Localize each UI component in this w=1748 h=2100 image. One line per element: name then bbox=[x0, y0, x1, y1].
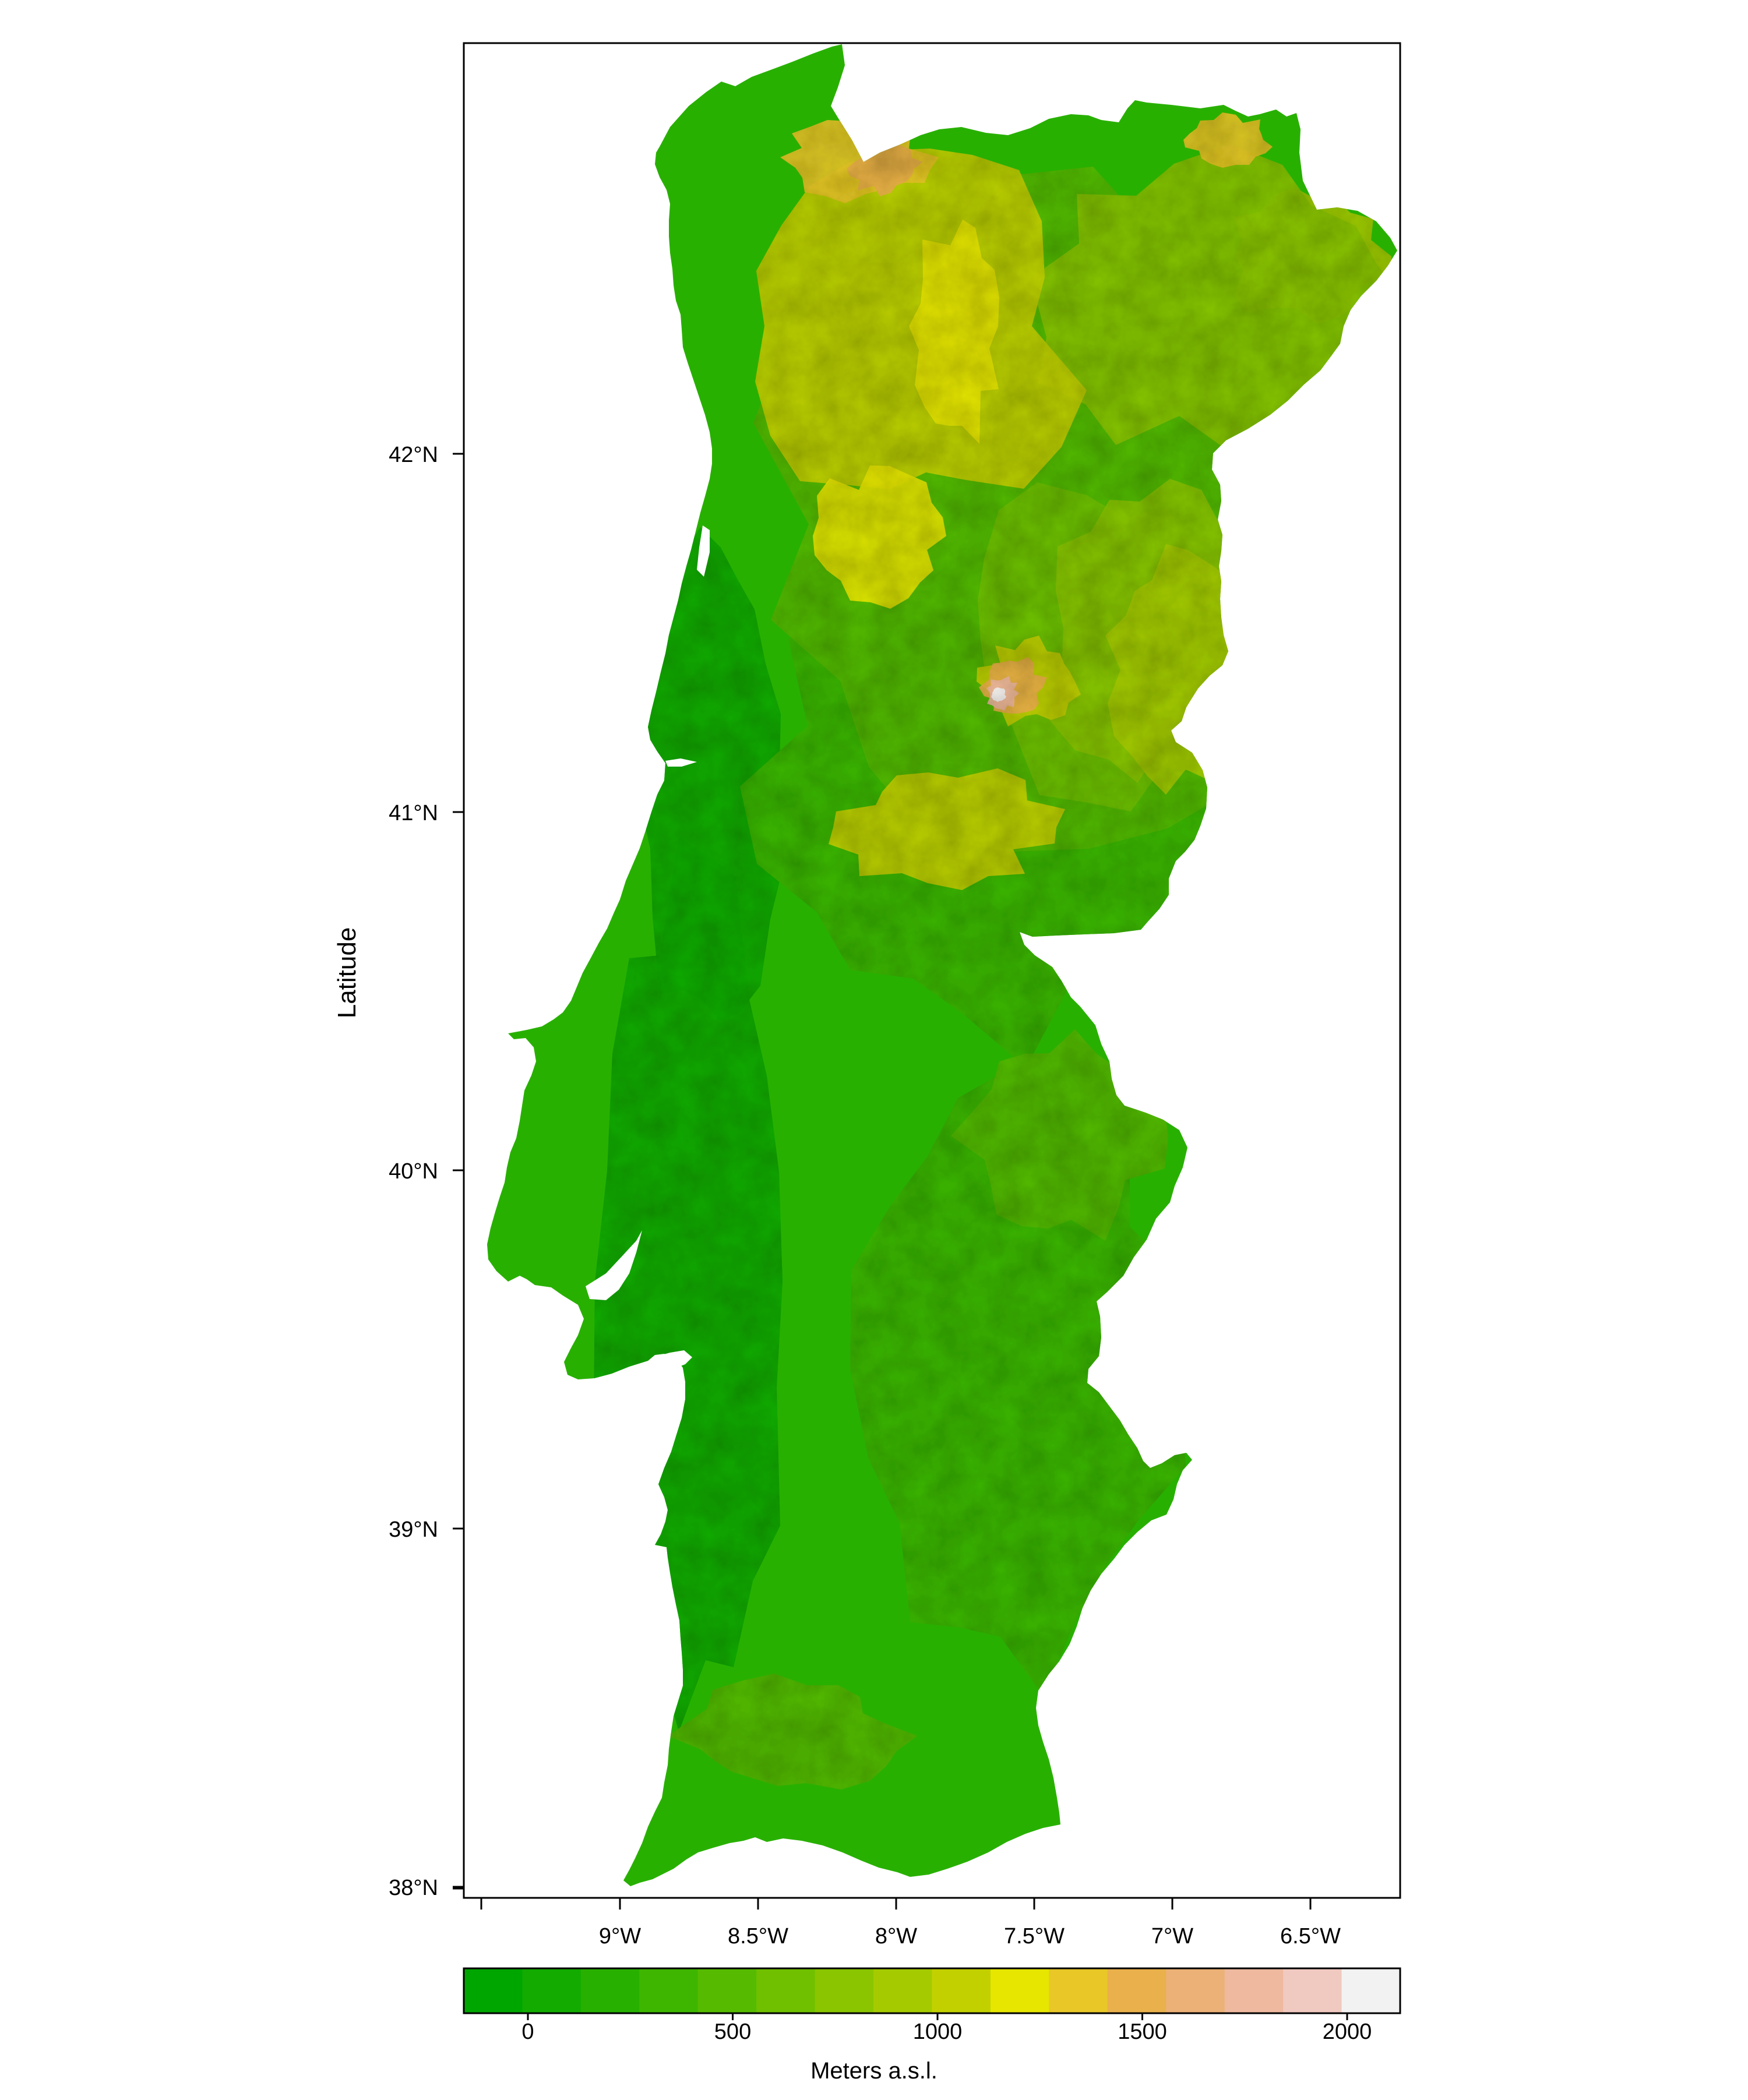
aveiro-lagoon-water bbox=[697, 525, 710, 577]
elevation-algarve-hills bbox=[668, 1674, 917, 1790]
colorbar-swatch bbox=[815, 1968, 874, 2013]
x-tick-label: 8.5°W bbox=[728, 1924, 788, 1949]
colorbar-swatch bbox=[522, 1968, 582, 2013]
colorbar-swatch bbox=[1166, 1968, 1225, 2013]
colorbar-tick-label: 1500 bbox=[1118, 2020, 1167, 2044]
colorbar-swatch bbox=[1224, 1968, 1284, 2013]
colorbar-swatch bbox=[1107, 1968, 1166, 2013]
sado-estuary-water bbox=[657, 1350, 692, 1370]
portugal-landmass bbox=[487, 44, 1397, 1886]
colorbar-tick-label: 500 bbox=[714, 2020, 751, 2044]
colorbar-swatch bbox=[932, 1968, 991, 2013]
colorbar-swatch bbox=[464, 1968, 523, 2013]
y-tick-label: 38°N bbox=[389, 1876, 438, 1900]
colorbar-swatch bbox=[756, 1968, 816, 2013]
y-tick-label: 39°N bbox=[389, 1517, 438, 1542]
x-axis: 9°W 8.5°W 8°W 7.5°W 7°W 6.5°W bbox=[480, 1898, 1341, 1949]
colorbar-swatch bbox=[1341, 1968, 1401, 2013]
y-axis-label: Latitude bbox=[333, 927, 361, 1019]
colorbar-title: Meters a.s.l. bbox=[810, 2058, 938, 2084]
mondego-mouth-water bbox=[665, 758, 697, 767]
x-tick-label: 8°W bbox=[875, 1924, 917, 1949]
colorbar: 0 500 1000 1500 2000 bbox=[463, 1967, 1401, 2044]
x-tick-label: 9°W bbox=[599, 1924, 641, 1949]
tejo-estuary-water bbox=[586, 1230, 642, 1300]
elevation-montesinho bbox=[1183, 112, 1273, 168]
plot-frame bbox=[463, 42, 1401, 1899]
y-tick-label: 40°N bbox=[389, 1159, 438, 1184]
elevation-coastal-lowland-centre bbox=[636, 527, 784, 1021]
y-tick-label: 42°N bbox=[389, 443, 438, 467]
colorbar-tick-label: 0 bbox=[521, 2020, 534, 2044]
colorbar-swatch bbox=[639, 1968, 699, 2013]
colorbar-swatch bbox=[1283, 1968, 1342, 2013]
colorbar-swatch bbox=[580, 1968, 640, 2013]
x-tick-label: 7°W bbox=[1151, 1924, 1193, 1949]
colorbar-swatch bbox=[990, 1968, 1049, 2013]
elevation-serra-da-lousa bbox=[829, 768, 1065, 890]
colorbar-swatch bbox=[697, 1968, 757, 2013]
elevation-tras-os-montes bbox=[1037, 144, 1397, 451]
elevation-torre-summit bbox=[991, 687, 1006, 702]
x-tick-label: 6.5°W bbox=[1280, 1924, 1341, 1949]
colorbar-swatch bbox=[1049, 1968, 1108, 2013]
y-axis: 42°N 41°N 40°N 39°N 38°N bbox=[389, 443, 464, 1900]
colorbar-frame bbox=[463, 1967, 1401, 2014]
colorbar-tick-label: 2000 bbox=[1323, 2020, 1372, 2044]
colorbar-tick-label: 1000 bbox=[913, 2020, 963, 2044]
y-tick-label: 41°N bbox=[389, 801, 438, 825]
colorbar-swatch bbox=[873, 1968, 933, 2013]
x-tick-label: 7.5°W bbox=[1004, 1924, 1065, 1949]
elevation-serra-da-freita bbox=[813, 465, 946, 609]
elevation-serra-do-marao bbox=[909, 220, 999, 444]
